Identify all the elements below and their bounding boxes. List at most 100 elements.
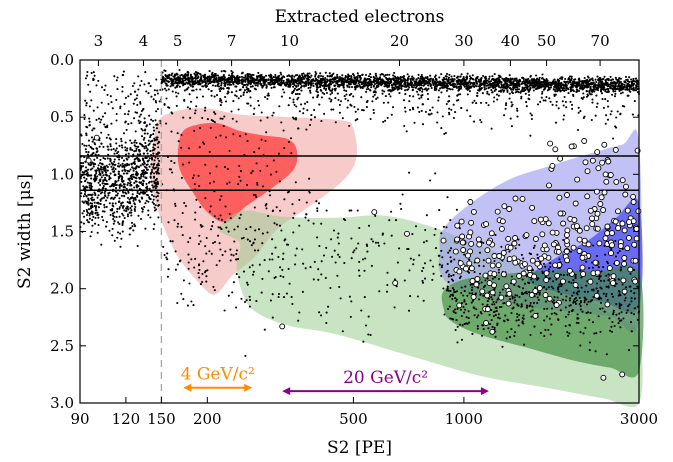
background-event bbox=[366, 250, 369, 253]
background-event bbox=[363, 296, 366, 299]
background-event bbox=[140, 207, 143, 210]
background-event bbox=[238, 80, 241, 83]
background-event bbox=[618, 278, 621, 281]
background-event bbox=[325, 321, 328, 325]
background-event bbox=[475, 81, 478, 84]
background-event bbox=[375, 77, 378, 81]
background-event bbox=[542, 99, 545, 102]
background-event bbox=[260, 73, 263, 77]
background-event bbox=[320, 314, 323, 317]
background-event bbox=[137, 119, 140, 122]
background-event bbox=[222, 78, 225, 81]
background-event bbox=[102, 156, 105, 160]
background-event bbox=[234, 79, 237, 83]
background-event bbox=[156, 157, 159, 160]
background-event bbox=[149, 85, 152, 88]
background-event bbox=[124, 146, 127, 149]
background-event bbox=[412, 77, 415, 80]
background-event bbox=[522, 287, 525, 290]
background-event bbox=[448, 95, 451, 98]
background-event bbox=[511, 92, 514, 95]
background-event bbox=[358, 260, 361, 263]
background-event bbox=[133, 208, 136, 211]
background-event bbox=[91, 140, 94, 143]
background-event bbox=[251, 273, 255, 276]
background-event bbox=[536, 301, 539, 305]
background-event bbox=[448, 100, 451, 103]
background-event bbox=[416, 106, 419, 109]
background-event bbox=[589, 85, 592, 88]
background-event bbox=[421, 123, 425, 126]
background-event bbox=[91, 224, 94, 227]
background-event bbox=[374, 241, 377, 244]
background-event bbox=[514, 299, 517, 302]
background-event bbox=[602, 266, 605, 269]
background-event bbox=[316, 207, 319, 210]
background-event bbox=[183, 99, 186, 102]
background-event bbox=[580, 84, 583, 87]
background-event bbox=[234, 85, 237, 88]
background-event bbox=[125, 128, 128, 131]
background-event bbox=[488, 313, 491, 316]
background-event bbox=[164, 78, 167, 81]
background-event bbox=[101, 170, 104, 173]
background-event bbox=[393, 306, 396, 309]
background-event bbox=[118, 222, 121, 226]
background-event bbox=[490, 296, 493, 299]
background-event bbox=[116, 194, 119, 197]
background-event bbox=[121, 230, 124, 233]
background-event bbox=[431, 78, 434, 81]
background-event bbox=[107, 194, 110, 197]
background-event bbox=[116, 165, 120, 168]
background-event bbox=[373, 90, 376, 93]
background-event bbox=[407, 309, 411, 312]
background-event bbox=[612, 137, 615, 140]
background-event bbox=[170, 80, 173, 83]
background-event bbox=[413, 82, 417, 85]
background-event bbox=[117, 179, 120, 182]
background-event bbox=[406, 82, 409, 85]
background-event bbox=[269, 76, 272, 79]
background-event bbox=[328, 79, 331, 82]
background-event bbox=[367, 87, 370, 90]
background-event bbox=[510, 125, 513, 128]
background-event bbox=[282, 129, 285, 132]
background-event bbox=[156, 199, 159, 202]
background-event bbox=[272, 76, 275, 79]
background-event bbox=[536, 77, 539, 80]
background-event bbox=[121, 169, 124, 172]
background-event bbox=[309, 91, 312, 94]
background-event bbox=[166, 77, 169, 80]
background-event bbox=[208, 70, 211, 73]
background-event bbox=[391, 86, 394, 90]
background-event bbox=[623, 85, 626, 88]
background-event bbox=[431, 278, 434, 281]
background-event bbox=[472, 78, 475, 81]
background-event bbox=[384, 119, 387, 122]
background-event bbox=[112, 147, 115, 151]
background-event bbox=[239, 88, 242, 91]
background-event bbox=[153, 159, 156, 162]
background-event bbox=[379, 76, 382, 79]
background-event bbox=[290, 77, 294, 80]
background-event bbox=[217, 80, 220, 83]
background-event bbox=[462, 76, 465, 79]
background-event bbox=[389, 78, 392, 81]
background-event bbox=[203, 78, 206, 81]
background-event bbox=[377, 241, 380, 244]
background-event bbox=[250, 76, 253, 79]
background-event bbox=[348, 124, 351, 127]
background-event bbox=[456, 307, 459, 310]
background-event bbox=[341, 78, 344, 81]
background-event bbox=[480, 121, 483, 124]
background-event bbox=[547, 286, 550, 289]
background-event bbox=[320, 96, 323, 99]
background-event bbox=[274, 73, 277, 77]
background-event bbox=[120, 144, 123, 147]
background-event bbox=[633, 292, 636, 295]
background-event bbox=[165, 97, 168, 100]
background-event bbox=[167, 80, 171, 83]
background-event bbox=[146, 160, 149, 163]
background-event bbox=[302, 262, 305, 265]
background-event bbox=[150, 168, 154, 172]
